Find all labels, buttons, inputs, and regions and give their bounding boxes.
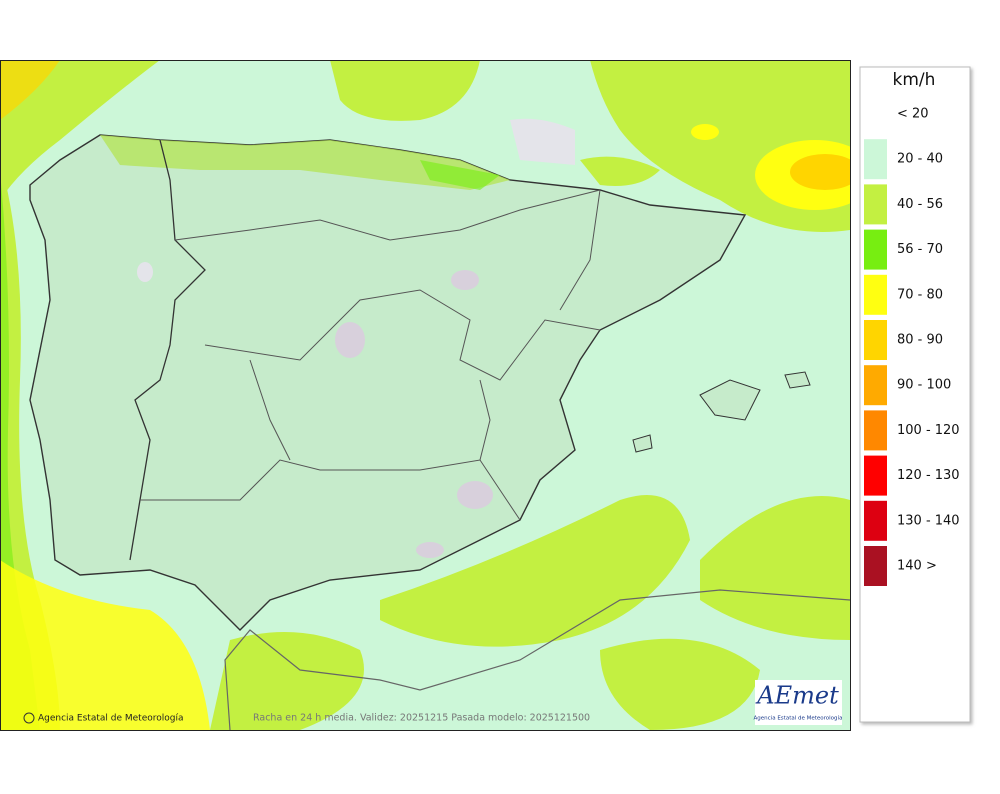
wind-zone [100,135,510,190]
legend-swatch [864,320,887,360]
logo-name: AEmet [755,682,839,710]
legend-swatch [864,546,887,586]
logo-subtitle: Agencia Estatal de Meteorología [754,715,843,722]
legend-label: 140 > [897,559,937,574]
legend-label: 100 - 120 [897,423,960,438]
legend-swatch [864,410,887,451]
border [249,189,601,461]
border [204,289,601,381]
terrain-patch [451,270,479,290]
legend: < 20 20 - 40 40 - 56 56 - 70 70 - 80 80 - 90 9… [864,107,960,586]
legend-label: 120 - 130 [897,468,960,483]
wind-zone [0,560,210,730]
legend-swatch [864,184,887,225]
wind-zone [420,160,500,190]
terrain-patch [510,118,575,165]
island [632,434,653,453]
legend-label: < 20 [897,107,929,122]
wind-zone [0,60,160,200]
legend-swatch [864,365,887,406]
caption: Racha en 24 h media. Validez: 20251215 P… [253,713,590,724]
legend-label: 90 - 100 [897,378,951,393]
wind-zone [700,496,850,640]
border [129,139,206,561]
terrain-patch [137,262,153,282]
legend-swatch [864,500,887,541]
wind-zone [600,638,760,730]
wind-zone [210,632,364,730]
legend-label: 40 - 56 [897,197,943,212]
logo-box [755,680,842,725]
coastline [224,589,850,730]
legend-swatch [864,455,887,496]
wind-zone [580,156,660,186]
map [0,60,850,730]
wind-zone [691,124,719,140]
legend-label: 56 - 70 [897,242,943,257]
legend-swatch [864,139,887,180]
terrain-patch [416,542,444,558]
wind-zone [330,60,480,121]
island [699,379,761,421]
terrain-patch [335,322,365,358]
border [174,189,601,241]
credit: Agencia Estatal de Meteorología [38,714,184,724]
copyright-icon [23,712,35,724]
legend-label: 80 - 90 [897,333,943,348]
legend-swatch [864,229,887,270]
wind-zone [790,154,850,190]
legend-title: km/h [893,70,936,90]
legend-label: 70 - 80 [897,287,943,302]
wind-zone [0,60,60,120]
legend-label: 20 - 40 [897,152,943,167]
wind-zone [380,495,690,647]
island [784,371,811,389]
legend-label: 130 - 140 [897,513,960,528]
terrain-patch [457,481,493,509]
legend-swatch [864,274,887,315]
map-frame [0,60,851,731]
